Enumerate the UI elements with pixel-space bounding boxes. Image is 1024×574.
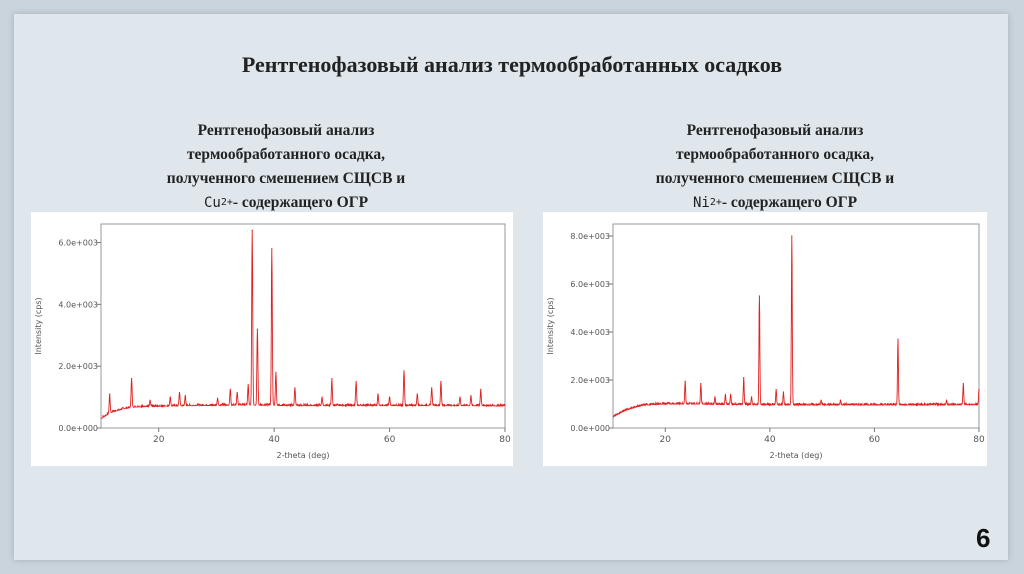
right-caption-line-4: Ni2+- содержащего ОГР — [610, 191, 940, 215]
y-axis-label: Intensity (cps) — [34, 297, 43, 354]
x-tick-label: 20 — [660, 435, 672, 445]
left-ion-suffix: - содержащего ОГР — [232, 194, 369, 211]
peak-point — [758, 295, 760, 297]
y-tick-label: 6.0e+003 — [58, 239, 98, 248]
y-tick-label: 6.0e+003 — [570, 280, 610, 289]
peak-point — [294, 387, 296, 389]
page-number: 6 — [976, 523, 991, 553]
plot-frame — [100, 223, 506, 429]
peak-point — [978, 389, 980, 391]
peak-point — [750, 396, 753, 398]
peak-point — [820, 399, 822, 401]
right-ion-suffix: - содержащего ОГР — [721, 194, 858, 211]
left-ion-base: Cu — [203, 195, 221, 211]
xrd-chart-left-svg: 0.0e+000 2.0e+003 4.0e+003 6.0e+003 20 40 60 80… — [34, 223, 511, 460]
right-ion-symbol: Ni2+ — [693, 195, 722, 211]
x-tick-label: 60 — [384, 435, 396, 445]
right-ion-charge: 2+ — [709, 197, 722, 208]
peak-point — [440, 381, 442, 383]
peak-point — [897, 338, 899, 340]
peak-point — [714, 396, 716, 398]
peak-point — [684, 380, 686, 382]
x-tick-label: 40 — [764, 435, 776, 445]
peak-point — [109, 393, 111, 395]
peak-point — [178, 391, 181, 394]
peak-point — [377, 393, 379, 395]
peak-point — [251, 229, 253, 231]
peak-point — [355, 381, 357, 383]
peak-point — [431, 387, 433, 389]
y-tick-label: 8.0e+003 — [570, 232, 610, 241]
peak-point — [416, 393, 418, 395]
peak-point — [480, 388, 482, 390]
peak-point — [331, 377, 333, 380]
xrd-chart-right-svg: 0.0e+000 2.0e+003 4.0e+003 6.0e+003 8.0e+003… — [546, 223, 985, 460]
slide-title: Рентгенофазовый анализ термообработанных… — [241, 52, 783, 77]
y-tick-label: 0.0e+000 — [570, 424, 610, 433]
left-caption-line-3: полученного смешением СЩСВ и — [166, 170, 406, 187]
peak-point — [321, 396, 323, 398]
left-caption-line-2: термообработанного осадка, — [186, 146, 386, 163]
peak-point — [130, 377, 133, 380]
peak-point — [700, 383, 702, 385]
y-tick-label: 2.0e+003 — [570, 376, 610, 385]
x-tick-label: 20 — [153, 435, 165, 445]
left-ion-symbol: Cu2+ — [204, 195, 233, 211]
peak-point — [403, 370, 405, 372]
peak-point — [724, 393, 727, 395]
xrd-chart-left: 0.0e+000 2.0e+003 4.0e+003 6.0e+003 20 40 60 80… — [31, 212, 513, 466]
peak-point — [247, 384, 249, 386]
peak-point — [216, 398, 219, 400]
left-ion-charge: 2+ — [220, 197, 233, 208]
series-line-0 — [612, 235, 980, 418]
peak-point — [839, 399, 842, 401]
peak-point — [184, 394, 186, 397]
left-caption-line-1: Рентгенофазовый анализ — [197, 122, 375, 139]
x-axis-label: 2-theta (deg) — [276, 451, 329, 460]
series-line-0 — [100, 230, 506, 419]
right-caption-line-3: полученного смешением СЩСВ и — [655, 170, 895, 187]
peak-point — [459, 396, 461, 398]
y-axis-label: Intensity (cps) — [546, 297, 555, 354]
right-caption-line-1: Рентгенофазовый анализ — [686, 122, 864, 139]
y-tick-label: 0.0e+000 — [58, 424, 98, 433]
peak-point — [149, 399, 151, 401]
right-caption-line-2: термообработанного осадка, — [675, 146, 875, 163]
peak-point — [169, 396, 171, 398]
y-tick-label: 2.0e+003 — [58, 362, 98, 371]
peak-point — [730, 393, 732, 395]
xrd-chart-right: 0.0e+000 2.0e+003 4.0e+003 6.0e+003 8.0e+003… — [543, 212, 987, 466]
right-caption: Рентгенофазовый анализ термообработанног… — [610, 119, 940, 215]
peak-point — [470, 394, 472, 397]
peak-point — [791, 235, 793, 237]
x-tick-label: 40 — [268, 435, 280, 445]
x-tick-label: 80 — [973, 435, 985, 445]
left-caption: Рентгенофазовый анализ термообработанног… — [121, 119, 451, 215]
x-axis-label: 2-theta (deg) — [769, 451, 822, 460]
peak-point — [775, 389, 777, 391]
peak-point — [388, 396, 391, 398]
peak-point — [275, 371, 277, 373]
peak-point — [236, 391, 238, 394]
left-caption-line-4: Cu2+- содержащего ОГР — [121, 191, 451, 215]
peak-point — [962, 383, 964, 385]
peak-point — [782, 391, 785, 393]
y-tick-label: 4.0e+003 — [58, 300, 98, 309]
peak-point — [256, 328, 259, 330]
x-tick-label: 80 — [499, 435, 511, 445]
peak-point — [743, 377, 745, 379]
y-tick-label: 4.0e+003 — [570, 328, 610, 337]
plot-frame — [612, 223, 980, 429]
right-ion-base: Ni — [692, 195, 710, 211]
peak-point — [229, 388, 231, 390]
peak-point — [271, 248, 273, 250]
x-tick-label: 60 — [869, 435, 881, 445]
peak-point — [945, 399, 948, 401]
